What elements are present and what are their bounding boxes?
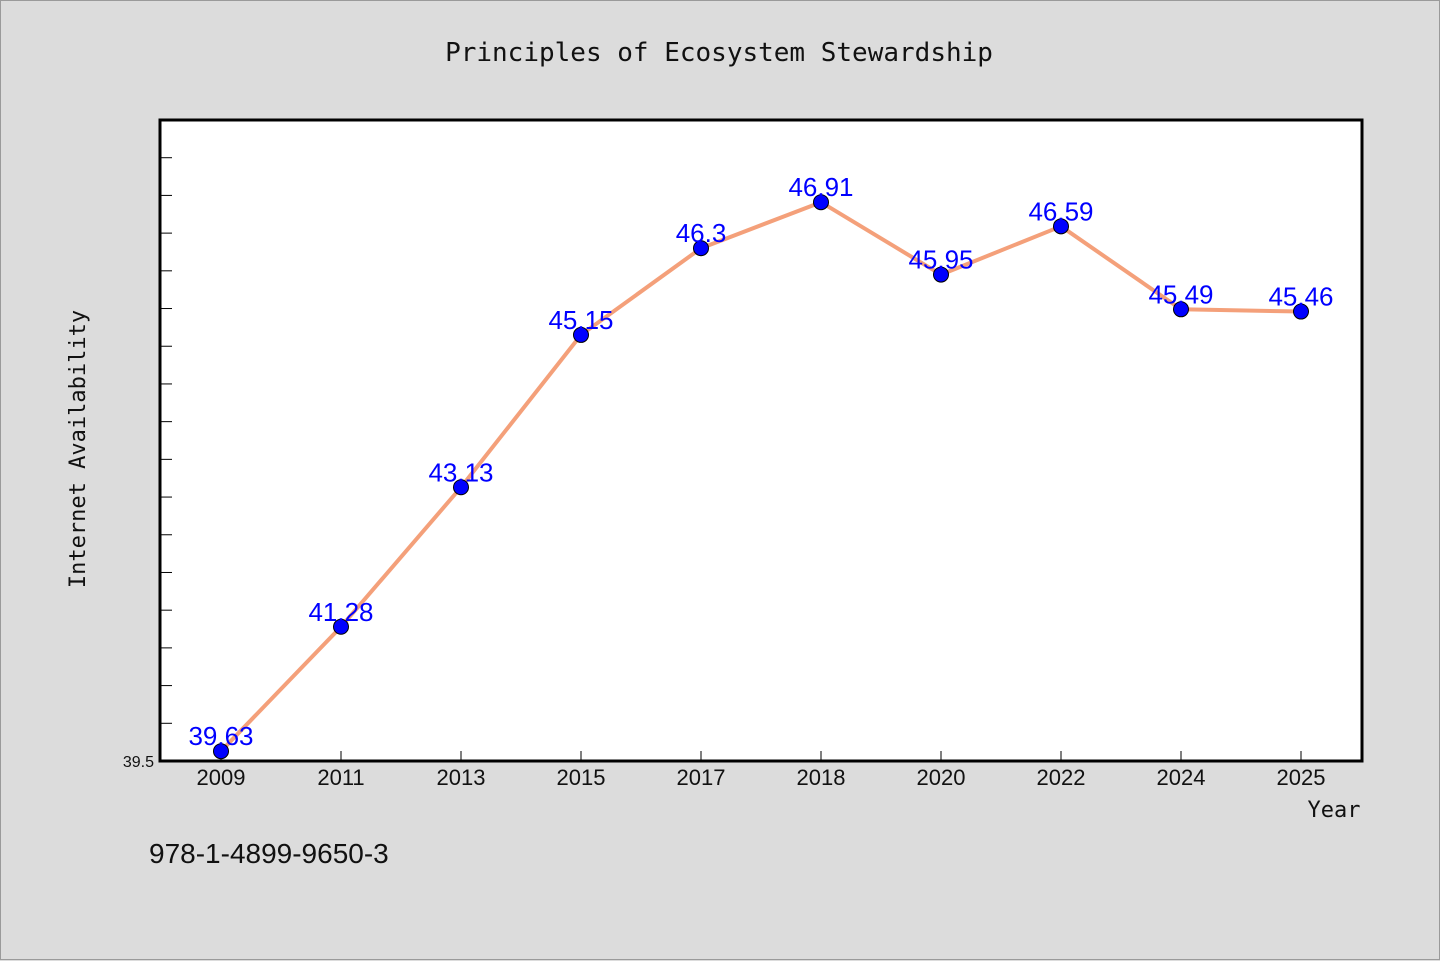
x-tick-label: 2022: [1037, 765, 1086, 790]
x-tick-label: 2011: [317, 765, 364, 790]
x-tick-label: 2025: [1277, 765, 1326, 790]
x-tick-label: 2020: [917, 765, 966, 790]
y-axis-tick-labels: 39.5: [123, 754, 154, 771]
data-point-marker: [1053, 218, 1069, 235]
data-point-label: 45.49: [1148, 279, 1213, 309]
series-line: [219, 200, 1302, 753]
data-point-label: 45.46: [1268, 282, 1333, 312]
data-markers: [213, 194, 1309, 760]
x-tick-label: 2024: [1157, 765, 1206, 790]
data-labels: 39.63 41.28 43.13 45.15 46.3 46.91 45.95 46.59 4…: [188, 172, 1333, 751]
y-axis-label: Internet Availability: [66, 310, 91, 588]
data-point-marker: [213, 743, 229, 760]
data-point-marker: [333, 618, 349, 635]
y-tick-label: 39.5: [123, 754, 154, 771]
data-point-marker: [1293, 303, 1309, 320]
data-point-label: 43.13: [428, 457, 493, 487]
data-point-label: 41.28: [308, 597, 373, 627]
data-point-label: 39.63: [188, 721, 253, 751]
data-point-marker: [1173, 301, 1189, 318]
data-point-label: 46.91: [788, 172, 853, 202]
data-point-marker: [573, 326, 589, 343]
plot-area: [158, 118, 1364, 763]
x-tick-label: 2009: [197, 765, 246, 790]
chart-title: Principles of Ecosystem Stewardship: [445, 38, 993, 68]
data-point-label: 45.95: [908, 245, 973, 275]
x-tick-label: 2018: [797, 765, 846, 790]
data-point-marker: [813, 194, 829, 211]
data-point-label: 46.3: [676, 218, 727, 248]
x-axis-label: Year: [1308, 798, 1361, 823]
y-axis-ticks: [160, 157, 172, 724]
isbn-text: 978-1-4899-9650-3: [149, 838, 389, 869]
x-axis-tick-labels: 2009 2011 2013 2015 2017 2018 2020 2022 2024 2025: [197, 765, 1326, 790]
x-tick-label: 2013: [437, 765, 486, 790]
x-tick-label: 2017: [677, 765, 726, 790]
data-point-marker: [933, 266, 949, 283]
x-tick-label: 2015: [557, 765, 606, 790]
data-point-label: 46.59: [1028, 196, 1093, 226]
data-point-label: 45.15: [548, 305, 613, 335]
data-point-marker: [453, 479, 469, 496]
data-point-marker: [693, 240, 709, 257]
